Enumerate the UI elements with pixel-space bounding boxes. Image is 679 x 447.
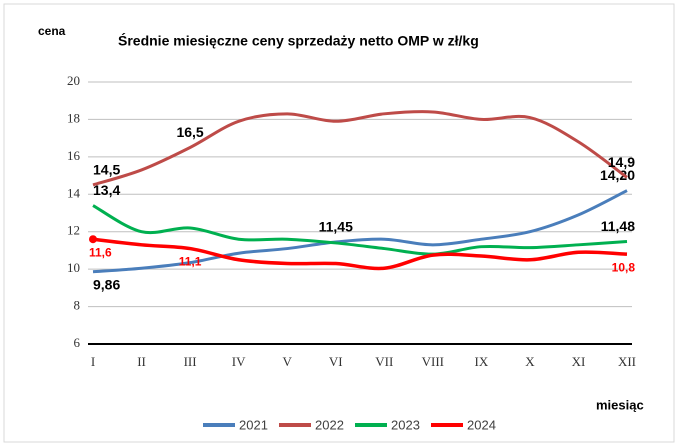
series-line xyxy=(92,189,628,274)
data-label: 11,1 xyxy=(179,255,202,269)
series-line xyxy=(92,110,628,187)
x-tick-label: VII xyxy=(375,354,393,369)
y-tick-label: 16 xyxy=(67,148,81,163)
data-label: 16,5 xyxy=(176,124,203,140)
legend-label: 2021 xyxy=(239,417,268,432)
x-tick-label: II xyxy=(137,354,146,369)
x-tick-label: XII xyxy=(618,354,636,369)
series-line xyxy=(92,204,628,256)
x-tick-label: III xyxy=(184,354,197,369)
y-tick-label: 6 xyxy=(74,335,81,350)
data-label: 11,45 xyxy=(319,219,353,235)
x-tick-label: X xyxy=(525,354,535,369)
y-tick-label: 12 xyxy=(67,223,80,238)
x-tick-label: V xyxy=(282,354,292,369)
legend-label: 2022 xyxy=(315,417,344,432)
y-tick-label: 10 xyxy=(67,260,80,275)
y-tick-label: 18 xyxy=(67,110,80,125)
x-tick-label: IV xyxy=(232,354,246,369)
x-axis-label: miesiąc xyxy=(596,397,644,412)
data-label: 14,9 xyxy=(608,154,635,170)
data-label: 10,8 xyxy=(612,260,636,274)
series-line xyxy=(92,237,628,271)
y-tick-label: 8 xyxy=(74,298,81,313)
data-label: 14,5 xyxy=(93,162,120,178)
x-tick-label: XI xyxy=(572,354,586,369)
data-label: 11,48 xyxy=(601,218,635,234)
chart-title: Średnie miesięczne ceny sprzedaży netto … xyxy=(118,32,479,49)
data-label: 11,6 xyxy=(89,245,112,259)
x-tick-label: I xyxy=(91,354,95,369)
legend-label: 2024 xyxy=(467,417,496,432)
x-tick-label: VIII xyxy=(422,354,444,369)
y-tick-label: 20 xyxy=(67,73,80,88)
chart-border xyxy=(3,3,675,443)
point-marker xyxy=(89,235,97,244)
y-axis-label: cena xyxy=(38,24,66,38)
y-tick-label: 14 xyxy=(67,185,81,200)
data-label: 13,4 xyxy=(93,182,120,198)
x-tick-label: IX xyxy=(475,354,489,369)
legend-label: 2023 xyxy=(391,417,420,432)
data-label: 14,20 xyxy=(600,167,635,183)
x-tick-label: VI xyxy=(329,354,343,369)
data-label: 9,86 xyxy=(93,276,120,292)
